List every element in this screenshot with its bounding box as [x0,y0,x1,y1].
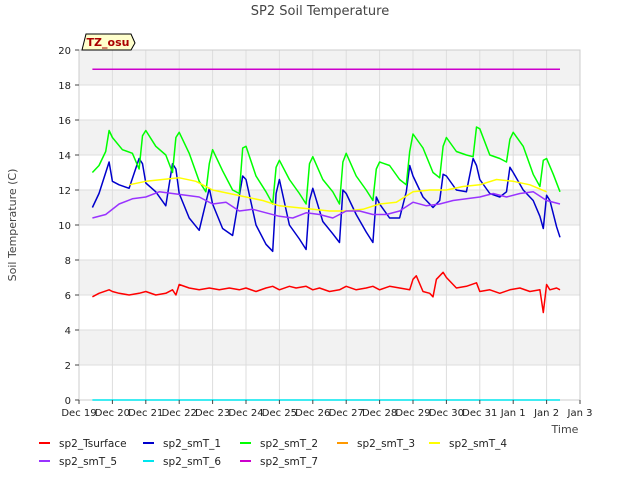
y-tick-label: 6 [65,291,71,302]
legend-item-sp2_Tsurface: sp2_Tsurface [39,438,127,450]
series-line-sp2_smT_1 [91,157,561,253]
x-tick-label: Dec 23 [195,408,230,419]
y-tick-label: 12 [58,186,71,197]
x-tick-label: Dec 20 [95,408,130,419]
x-tick-label: Jan 2 [533,408,559,419]
legend-item-sp2_smT_3: sp2_smT_3 [337,438,415,450]
x-tick-label: Dec 31 [462,408,497,419]
legend-item-sp2_smT_7: sp2_smT_7 [240,456,318,468]
x-tick-label: Dec 25 [262,408,297,419]
legend-label: sp2_smT_3 [357,438,415,450]
background-band [79,330,580,365]
legend-item-sp2_smT_2: sp2_smT_2 [240,438,318,450]
y-tick-label: 20 [58,46,71,57]
legend-label: sp2_Tsurface [59,438,127,450]
series-line-sp2_smT_5 [92,191,561,219]
x-tick-label: Dec 22 [162,408,197,419]
series-line-sp2_smT_2 [91,126,561,205]
x-tick-label: Jan 1 [500,408,526,419]
legend-item-sp2_smT_5: sp2_smT_5 [39,456,117,468]
x-axis-label: Time [551,423,579,436]
x-tick-label: Dec 30 [429,408,464,419]
legend-item-sp2_smT_1: sp2_smT_1 [143,438,221,450]
y-tick-label: 2 [65,361,71,372]
x-tick-label: Dec 28 [362,408,397,419]
background-band [79,50,580,85]
y-axis-ticks: 0 2 4 6 8 10 12 14 16 18 20 [58,46,79,407]
y-tick-label: 4 [65,326,71,337]
site-badge-box [81,33,136,51]
background-band [79,365,580,400]
chart-title: SP2 Soil Temperature [251,4,389,19]
y-tick-label: 0 [65,396,71,407]
legend-item-sp2_smT_4: sp2_smT_4 [429,438,507,450]
legend-item-sp2_smT_6: sp2_smT_6 [143,456,221,468]
legend-label: sp2_smT_1 [163,438,221,450]
background-band [79,155,580,190]
y-axis-label: Soil Temperature (C) [6,169,19,282]
y-tick-label: 14 [58,151,71,162]
plot-background-bands [79,50,580,400]
series-line-sp2_smT_4 [128,177,547,212]
x-tick-label: Dec 27 [329,408,364,419]
y-tick-label: 8 [65,256,71,267]
legend-label: sp2_smT_5 [59,456,117,468]
x-tick-label: Dec 21 [128,408,163,419]
legend-label: sp2_smT_7 [260,456,318,468]
legend-label: sp2_smT_2 [260,438,318,450]
background-band [79,295,580,330]
y-tick-label: 16 [58,116,71,127]
x-tick-label: Jan 3 [567,408,593,419]
x-tick-label: Dec 24 [228,408,263,419]
site-badge: TZ_osu [81,33,136,51]
background-band [79,260,580,295]
legend: sp2_Tsurface sp2_smT_1 sp2_smT_2 sp2_smT_3 s… [39,438,507,468]
site-badge-label: TZ_osu [87,36,130,49]
series-line-sp2_Tsurface [92,271,561,314]
series-lines [91,68,561,401]
x-tick-label: Dec 26 [295,408,330,419]
background-band [79,120,580,155]
background-band [79,85,580,120]
y-tick-label: 18 [58,81,71,92]
legend-label: sp2_smT_6 [163,456,221,468]
x-tick-label: Dec 19 [61,408,96,419]
x-tick-label: Dec 29 [395,408,430,419]
background-band [79,190,580,225]
legend-label: sp2_smT_4 [449,438,507,450]
y-tick-label: 10 [58,221,71,232]
